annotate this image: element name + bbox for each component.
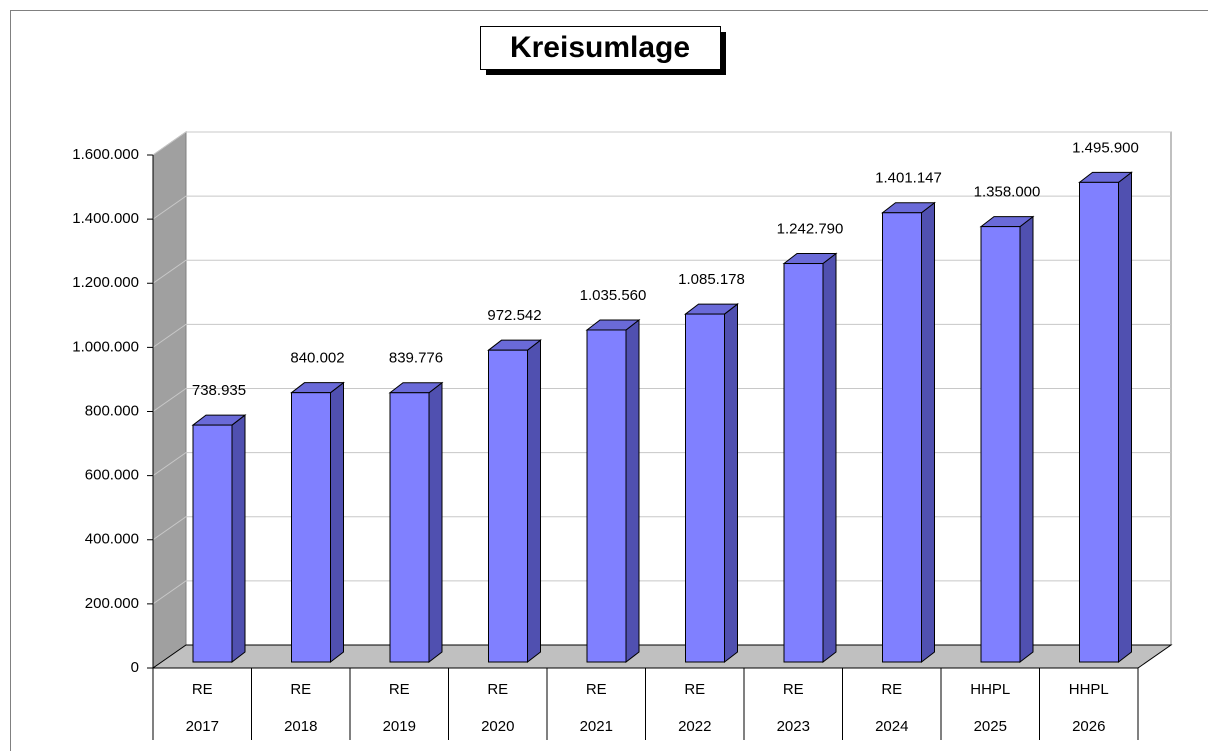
x-tick-label: 2022 <box>678 718 711 735</box>
bar-side <box>625 318 640 664</box>
x-tick-label: RE <box>192 681 213 698</box>
value-label: 1.495.900 <box>1072 139 1139 156</box>
bar <box>389 392 430 663</box>
x-tick-label: 2018 <box>284 718 317 735</box>
x-tick-label: 2021 <box>580 718 613 735</box>
x-tick-label: HHPL <box>1069 681 1109 698</box>
bar-side <box>428 381 443 664</box>
bar <box>488 349 528 663</box>
bar-side <box>822 252 837 664</box>
value-label: 1.401.147 <box>875 170 942 187</box>
x-tick-label: 2023 <box>777 718 810 735</box>
y-tick-label: 0 <box>131 659 139 676</box>
value-label: 1.035.560 <box>580 287 647 304</box>
bar <box>980 226 1021 663</box>
bar-side <box>724 303 738 664</box>
bar <box>586 329 627 663</box>
chart-frame <box>10 10 1208 751</box>
x-tick-label: RE <box>783 681 804 698</box>
title-box <box>480 26 721 70</box>
bar-side <box>1019 215 1034 664</box>
x-tick-label: 2026 <box>1072 718 1105 735</box>
grid-line <box>152 131 1171 156</box>
value-label: 840.002 <box>290 350 344 367</box>
x-tick-label: RE <box>881 681 902 698</box>
y-tick-label: 200.000 <box>85 595 139 612</box>
y-tick-label: 1.600.000 <box>72 146 139 163</box>
grid-line <box>152 195 1171 220</box>
value-label: 839.776 <box>389 350 443 367</box>
x-tick-label: 2017 <box>186 718 219 735</box>
x-tick-label: RE <box>487 681 508 698</box>
bar-side <box>1118 171 1132 664</box>
y-tick-label: 600.000 <box>85 467 139 484</box>
grid-line <box>152 580 1171 605</box>
x-tick-label: 2019 <box>383 718 416 735</box>
x-tick-label: RE <box>684 681 705 698</box>
x-tick-label: RE <box>586 681 607 698</box>
x-tick-label: RE <box>389 681 410 698</box>
value-label: 1.085.178 <box>678 271 745 288</box>
chart-title: Kreisumlage <box>510 31 690 64</box>
grid-line <box>152 452 1171 477</box>
grid-line <box>152 323 1171 348</box>
bar <box>685 313 725 663</box>
value-label: 1.358.000 <box>974 184 1041 201</box>
grid-line <box>152 259 1171 284</box>
bar-side <box>527 339 541 664</box>
x-tick-label: HHPL <box>970 681 1010 698</box>
grid-line <box>152 516 1171 541</box>
x-tick-label: RE <box>290 681 311 698</box>
x-tick-label: 2020 <box>481 718 514 735</box>
bar <box>1079 181 1119 663</box>
y-tick-label: 1.200.000 <box>72 274 139 291</box>
x-tick-label: 2024 <box>875 718 908 735</box>
y-tick-label: 400.000 <box>85 531 139 548</box>
bar <box>783 263 824 663</box>
y-tick-label: 800.000 <box>85 402 139 419</box>
bar <box>291 392 331 663</box>
value-label: 972.542 <box>487 307 541 324</box>
value-label: 1.242.790 <box>777 220 844 237</box>
y-tick-label: 1.000.000 <box>72 338 139 355</box>
bar <box>192 424 233 663</box>
bar-side <box>921 201 935 664</box>
bar-side <box>330 381 344 664</box>
y-tick-label: 1.400.000 <box>72 210 139 227</box>
x-tick-label: 2025 <box>974 718 1007 735</box>
grid-line <box>152 388 1171 412</box>
value-label: 738.935 <box>192 382 246 399</box>
bar <box>882 212 922 663</box>
bar-side <box>231 414 246 664</box>
